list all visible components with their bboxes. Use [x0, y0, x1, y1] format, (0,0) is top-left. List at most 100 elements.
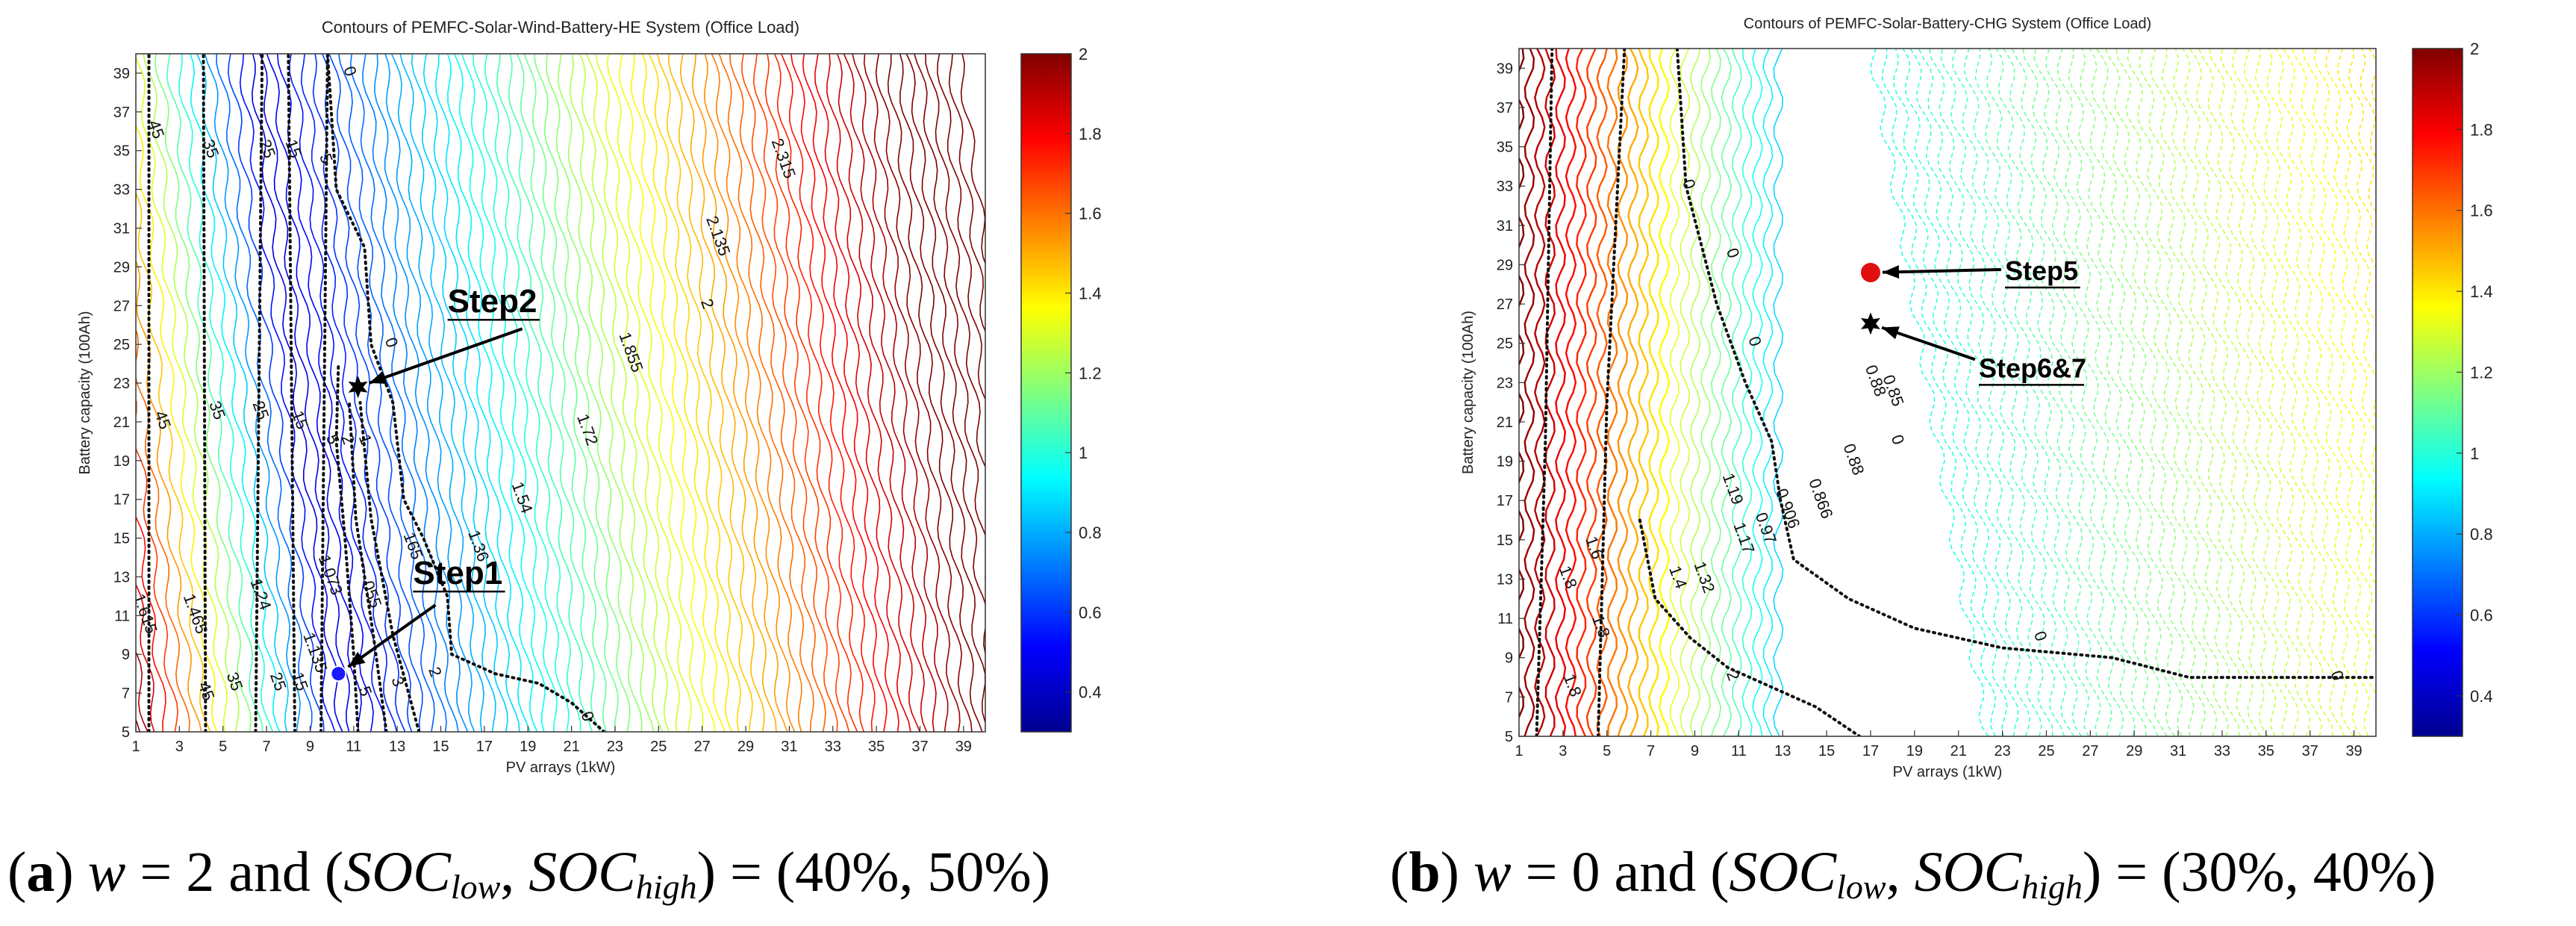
- contour-line: [2220, 49, 2345, 736]
- annotation-step5: Step5: [1859, 255, 2080, 289]
- circle-marker: [330, 665, 347, 683]
- contour-line: [2254, 49, 2370, 736]
- contour-line: [434, 54, 531, 732]
- contour-line: [2104, 49, 2229, 736]
- annotation-arrow: [347, 603, 437, 668]
- caption-a: (a) w = 2 and (SOClow, SOChigh) = (40%, …: [7, 841, 1051, 906]
- contour-line: [533, 54, 631, 732]
- x-tick-label: 15: [432, 739, 449, 755]
- contour-line: [752, 54, 850, 732]
- caption-a-low: low: [450, 868, 501, 906]
- contour-line: [411, 54, 508, 732]
- contour-line: [595, 54, 692, 732]
- contour-line: [289, 54, 386, 732]
- x-tick-label: 19: [520, 739, 536, 755]
- plot-frame: [1518, 48, 2377, 737]
- caption-b-low: low: [1836, 868, 1886, 906]
- colorbar-tick-label: 0.4: [1079, 683, 1102, 702]
- axis-ticks: 1 3 5 7 9 11 13 15 17 19 21 23 25 27 29 31 33 35 37 3957911…: [1497, 60, 2363, 759]
- contour-line: [136, 650, 149, 732]
- contour-line: [136, 191, 211, 732]
- contour-line: [1669, 49, 1680, 736]
- dotted-isoline: [325, 54, 606, 732]
- contour-line: [1710, 49, 1721, 736]
- x-tick-label: 5: [1603, 743, 1611, 759]
- contour-line: [1773, 49, 1784, 736]
- y-tick-label: 27: [113, 298, 130, 314]
- contour-line: [461, 54, 558, 732]
- contour-line: [1554, 49, 1567, 736]
- contour-line: [764, 54, 858, 732]
- contour-line: [1870, 49, 1989, 736]
- y-tick-label: 23: [113, 376, 130, 392]
- contour-line: [948, 54, 985, 333]
- y-tick-label: 27: [1497, 296, 1513, 313]
- y-tick-label: 17: [1497, 493, 1513, 509]
- contour-line: [585, 54, 680, 732]
- star-marker: [348, 376, 368, 399]
- contour-line: [516, 54, 608, 732]
- contour-line: [473, 54, 570, 732]
- contour-line: [136, 582, 155, 732]
- annotation-step2: Step2: [348, 283, 540, 399]
- colorbar-tick-label: 1: [2470, 444, 2479, 463]
- contour-line: [496, 54, 593, 732]
- contour-line: [1617, 49, 1629, 736]
- contour-line: [960, 54, 985, 265]
- caption-b-soc2: SOC: [1914, 841, 2022, 904]
- contour-line: [2045, 49, 2168, 736]
- x-tick-label: 7: [263, 739, 271, 755]
- y-tick-label: 5: [1505, 729, 1513, 745]
- colorbar: [1020, 53, 1072, 733]
- contour-line: [1741, 49, 1753, 736]
- x-tick-label: 33: [2214, 743, 2230, 759]
- contour-line: [2068, 49, 2183, 736]
- contour-line: [914, 54, 985, 584]
- dotted-isoline: [287, 54, 296, 732]
- contour-line: [2127, 49, 2252, 736]
- x-tick-label: 11: [1731, 743, 1747, 759]
- x-tick-label: 17: [1862, 743, 1879, 759]
- contour-line: [2056, 49, 2175, 736]
- y-tick-label: 33: [1497, 178, 1513, 195]
- contour-line: [390, 54, 484, 732]
- x-tick-label: 3: [175, 739, 184, 755]
- x-tick-label: 17: [476, 739, 493, 755]
- contour-line: [2283, 49, 2376, 585]
- contour-line: [338, 54, 435, 732]
- colorbar-tick-label: 0.6: [2470, 606, 2493, 624]
- chart-b: Contours of PEMFC-Solar-Battery-CHG Syst…: [1460, 16, 2493, 780]
- contour-line: [852, 54, 949, 732]
- annotation-label: Step5: [2005, 255, 2078, 286]
- x-tick-label: 35: [2258, 743, 2274, 759]
- contour-line: [2161, 49, 2277, 736]
- dotted-isoline: [319, 54, 329, 732]
- contour-line: [204, 54, 301, 732]
- annotation-arrow: [369, 327, 523, 385]
- contour-line: [826, 54, 921, 732]
- colorbar-tick-label: 1.4: [1079, 284, 1102, 302]
- contour-line: [374, 54, 469, 732]
- contour-line: [143, 54, 240, 732]
- y-tick-label: 13: [113, 569, 130, 585]
- contour-line: [703, 54, 796, 732]
- plot-frame: [135, 53, 986, 733]
- contour-line: [2302, 49, 2376, 476]
- x-tick-label: 23: [1994, 743, 2010, 759]
- caption-a-high: high: [635, 868, 697, 906]
- colorbar-tick-label: 1.6: [2470, 202, 2493, 220]
- dotted-isoline: [348, 401, 388, 732]
- contour-line: [936, 54, 985, 401]
- x-tick-label: 27: [694, 739, 711, 755]
- colorbar-tick-label: 1.2: [1079, 364, 1102, 382]
- y-tick-label: 15: [1497, 532, 1513, 549]
- contour-line: [691, 54, 788, 732]
- contour-line: [836, 54, 928, 732]
- contour-line: [1721, 49, 1733, 736]
- contour-line: [1752, 49, 1763, 736]
- y-tick-label: 37: [113, 105, 130, 121]
- contour-line: [631, 54, 726, 732]
- x-tick-label: 25: [2038, 743, 2054, 759]
- x-tick-label: 1: [1515, 743, 1523, 759]
